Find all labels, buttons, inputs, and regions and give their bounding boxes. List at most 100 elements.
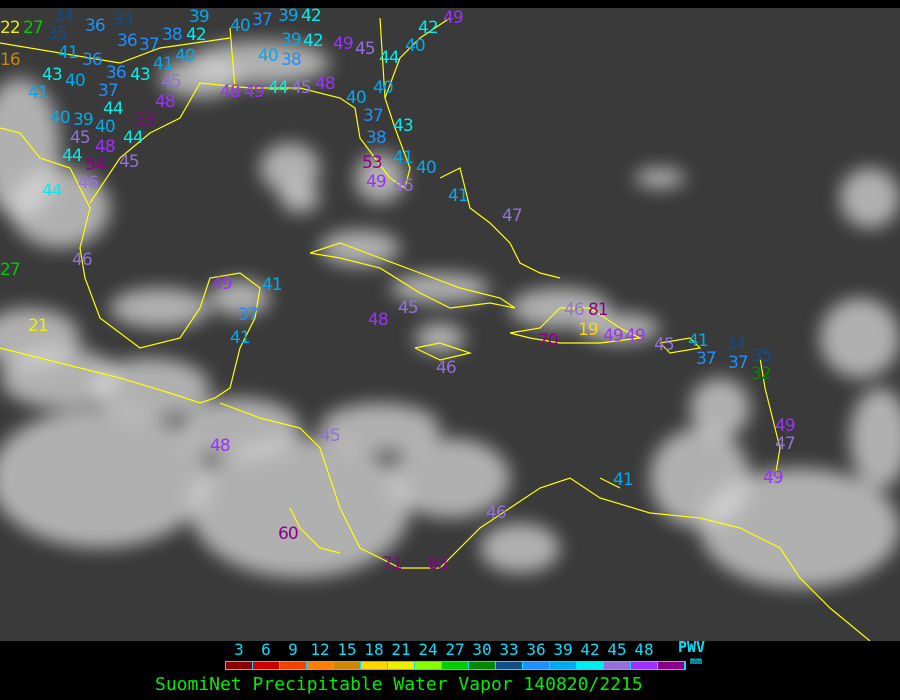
station-pwv-value: 34: [726, 334, 747, 354]
station-pwv-value: 41: [448, 186, 469, 206]
station-pwv-value: 40: [65, 71, 86, 91]
coastline: [509, 307, 643, 344]
legend-tick: 33: [499, 640, 519, 659]
coastline: [289, 507, 341, 554]
cloud: [635, 168, 685, 188]
station-pwv-value: 45: [355, 39, 376, 59]
station-pwv-value: 53: [135, 110, 156, 130]
station-pwv-value: 34: [54, 8, 75, 26]
map-title: SuomiNet Precipitable Water Vapor 140820…: [155, 674, 643, 695]
station-pwv-value: 37: [252, 10, 273, 30]
station-pwv-value: 45: [70, 128, 91, 148]
legend-swatch: [604, 662, 631, 669]
station-pwv-value: 40: [416, 158, 437, 178]
legend-tick: 30: [472, 640, 492, 659]
station-pwv-value: 38: [366, 128, 387, 148]
station-pwv-value: 42: [186, 25, 207, 45]
station-pwv-value: 39: [281, 30, 302, 50]
legend-swatch: [550, 662, 577, 669]
cloud-layer: [0, 41, 900, 588]
station-pwv-value: 40: [373, 78, 394, 98]
station-pwv-value: 41: [28, 83, 49, 103]
station-pwv-value: 37: [363, 106, 384, 126]
station-pwv-value: 38: [281, 50, 302, 70]
legend-swatch: [415, 662, 442, 669]
station-pwv-value: 42: [418, 18, 439, 38]
station-pwv-value: 37: [696, 349, 717, 369]
station-pwv-value: 49: [212, 274, 233, 294]
station-pwv-value: 48: [95, 137, 116, 157]
cloud: [180, 398, 300, 458]
station-pwv-value: 45: [119, 152, 140, 172]
legend-swatch: [226, 662, 253, 669]
legend-swatch: [253, 662, 280, 669]
station-pwv-value: 43: [393, 116, 414, 136]
station-pwv-value: 41: [688, 331, 709, 351]
station-pwv-value: 39: [278, 8, 299, 26]
cloud: [190, 438, 410, 578]
station-pwv-value: 48: [368, 310, 389, 330]
station-pwv-value: 37: [728, 353, 749, 373]
station-pwv-value: 43: [130, 65, 151, 85]
coastline: [659, 337, 702, 354]
legend-swatch: [631, 662, 658, 669]
station-pwv-value: 49: [603, 326, 624, 346]
station-pwv-value: 21: [28, 316, 49, 336]
cloud: [110, 288, 210, 328]
station-pwv-value: 40: [230, 16, 251, 36]
legend-swatch: [523, 662, 550, 669]
coastline: [439, 167, 561, 279]
station-pwv-value: 42: [301, 8, 322, 26]
station-pwv-value: 40: [346, 88, 367, 108]
station-pwv-value: 35: [47, 24, 68, 44]
station-pwv-value: 48: [315, 74, 336, 94]
legend-tick: 6: [261, 640, 271, 659]
station-pwv-value: 46: [78, 173, 99, 193]
station-pwv-value: 22: [0, 18, 21, 38]
color-legend: 3 6 9 12 15 18 21 24 27 30 33 36 39 42 45 48 PWV mm Suo…: [0, 639, 900, 700]
station-pwv-value: 49: [366, 172, 387, 192]
legend-tick: 36: [526, 640, 546, 659]
legend-swatch: [469, 662, 496, 669]
station-pwv-value: 27: [23, 18, 44, 38]
station-pwv-value: 45: [320, 426, 341, 446]
station-pwv-value: 41: [58, 43, 79, 63]
station-pwv-value: 53: [362, 153, 383, 173]
station-pwv-value: 45: [654, 335, 675, 355]
station-pwv-value: 36: [82, 50, 103, 70]
cloud: [480, 523, 560, 573]
coastline-layer: [0, 17, 871, 641]
station-pwv-value: 45: [161, 72, 182, 92]
station-pwv-value: 19: [578, 320, 599, 340]
legend-swatch: [280, 662, 307, 669]
legend-swatch: [442, 662, 469, 669]
color-scale-bar: [225, 661, 686, 670]
cloud: [210, 280, 270, 316]
unit-sub-label: mm: [690, 656, 703, 667]
station-pwv-value: 49: [625, 326, 646, 346]
station-pwv-value: 36: [85, 16, 106, 36]
station-pwv-value: 46: [393, 176, 414, 196]
coastline: [414, 342, 473, 361]
station-pwv-value: 16: [0, 50, 21, 70]
station-pwv-value: 44: [123, 128, 144, 148]
station-pwv-value: 42: [303, 31, 324, 51]
legend-tick: 12: [310, 640, 330, 659]
station-pwv-value: 38: [162, 25, 183, 45]
station-pwv-value: 37: [139, 35, 160, 55]
legend-tick: 9: [288, 640, 298, 659]
station-pwv-value: 44: [42, 181, 63, 201]
cloud: [90, 358, 210, 418]
station-pwv-value: 40: [50, 108, 71, 128]
coastline: [0, 37, 231, 64]
station-pwv-value: 41: [230, 328, 251, 348]
station-pwv-value: 83: [428, 554, 449, 574]
station-pwv-value: 40: [258, 46, 279, 66]
coastline: [229, 27, 236, 89]
cloud: [700, 468, 900, 588]
legend-tick: 18: [364, 640, 384, 659]
coastline: [599, 477, 621, 489]
legend-tick: 15: [337, 640, 357, 659]
legend-tick: 42: [580, 640, 600, 659]
legend-tick: 24: [418, 640, 438, 659]
